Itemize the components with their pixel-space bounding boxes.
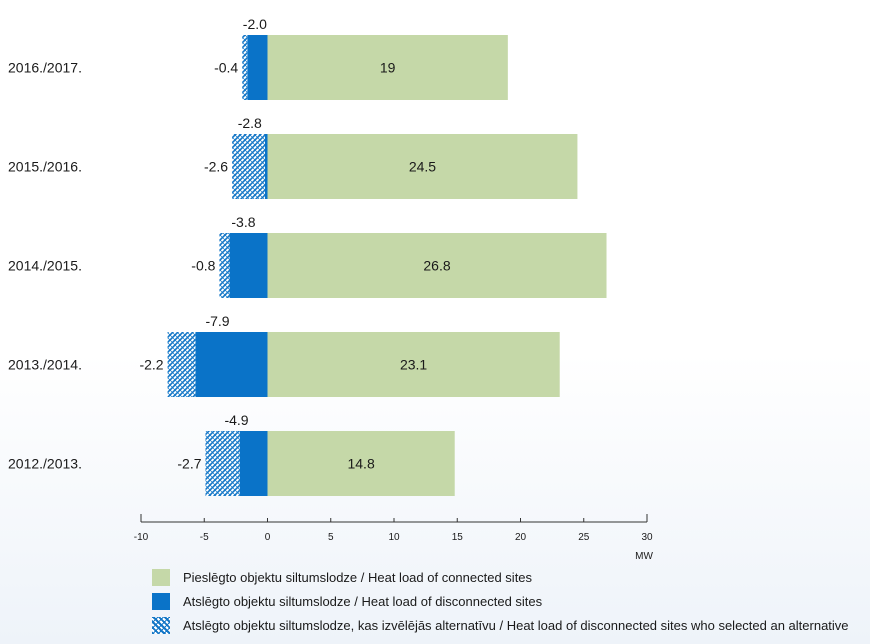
bar-alternative-2013-2014 [167,332,196,397]
bar-connected-2012-2013 [267,431,455,496]
category-label-2014-2015: 2014./2015. [8,258,82,274]
legend-item-disconnected: Atslēgto objektu siltumslodze / Heat loa… [152,589,849,613]
category-label-2012-2013: 2012./2013. [8,456,82,472]
bar-connected-2016-2017 [267,35,508,100]
bar-disconnected-2016-2017 [247,35,268,100]
x-tick-label-25: 25 [578,532,590,543]
legend: Pieslēgto objektu siltumslodze / Heat lo… [152,565,849,637]
x-axis-title: MW [635,551,653,560]
chart: 2016./2017. 19 -0.4 -2.0 2015./2016. 24.5 -2.6… [8,16,653,560]
x-axis: -10 -5 0 5 10 15 20 25 30 MW [134,514,653,560]
value-label-total-negative-2015-2016: -2.8 [238,115,262,131]
value-label-alternative-2014-2015: -0.8 [191,258,215,274]
x-tick-label-5: -5 [200,532,209,543]
category-label-2015-2016: 2015./2016. [8,159,82,175]
labels-layer: 2016./2017. 19 -0.4 -2.0 2015./2016. 24.5 -2.6… [8,16,451,472]
bar-alternative-2016-2017 [242,35,248,100]
legend-swatch-alternative [152,616,170,634]
x-tick-label-5: 5 [328,532,334,543]
legend-swatch-connected [152,568,170,586]
bar-connected-2014-2015 [267,233,607,298]
x-tick-label-0: 0 [265,532,271,543]
bar-alternative-2014-2015 [219,233,230,298]
value-label-connected-2012-2013: 14.8 [347,456,374,472]
x-tick-label-20: 20 [515,532,527,543]
x-tick-label-10: 10 [388,532,400,543]
x-tick-label-15: 15 [452,532,464,543]
value-label-alternative-2013-2014: -2.2 [139,357,163,373]
legend-label-connected: Pieslēgto objektu siltumslodze / Heat lo… [183,569,533,585]
value-label-connected-2013-2014: 23.1 [400,357,427,373]
value-label-connected-2016-2017: 19 [380,60,396,76]
bar-disconnected-2014-2015 [229,233,268,298]
value-label-total-negative-2016-2017: -2.0 [243,16,267,32]
legend-item-connected: Pieslēgto objektu siltumslodze / Heat lo… [152,565,849,589]
bar-connected-2013-2014 [267,332,560,397]
value-label-total-negative-2013-2014: -7.9 [205,313,229,329]
legend-label-alternative: Atslēgto objektu siltumslodze, kas izvēl… [183,617,849,633]
legend-label-disconnected: Atslēgto objektu siltumslodze / Heat loa… [183,593,543,609]
category-label-2016-2017: 2016./2017. [8,60,82,76]
bar-disconnected-2013-2014 [195,332,268,397]
value-label-alternative-2012-2013: -2.7 [177,456,201,472]
x-tick-label-30: 30 [641,532,653,543]
category-label-2013-2014: 2013./2014. [8,357,82,373]
bars-layer [167,35,607,496]
bar-alternative-2015-2016 [232,134,265,199]
value-label-total-negative-2012-2013: -4.9 [224,412,248,428]
value-label-alternative-2016-2017: -0.4 [214,60,238,76]
bar-connected-2015-2016 [267,134,578,199]
legend-item-alternative: Atslēgto objektu siltumslodze, kas izvēl… [152,613,849,637]
x-tick-label-10: -10 [134,532,149,543]
bar-alternative-2012-2013 [205,431,240,496]
value-label-total-negative-2014-2015: -3.8 [231,214,255,230]
bar-disconnected-2012-2013 [239,431,268,496]
value-label-alternative-2015-2016: -2.6 [204,159,228,175]
legend-swatch-disconnected [152,592,170,610]
value-label-connected-2014-2015: 26.8 [423,258,450,274]
value-label-connected-2015-2016: 24.5 [409,159,436,175]
bar-disconnected-2015-2016 [264,134,268,199]
